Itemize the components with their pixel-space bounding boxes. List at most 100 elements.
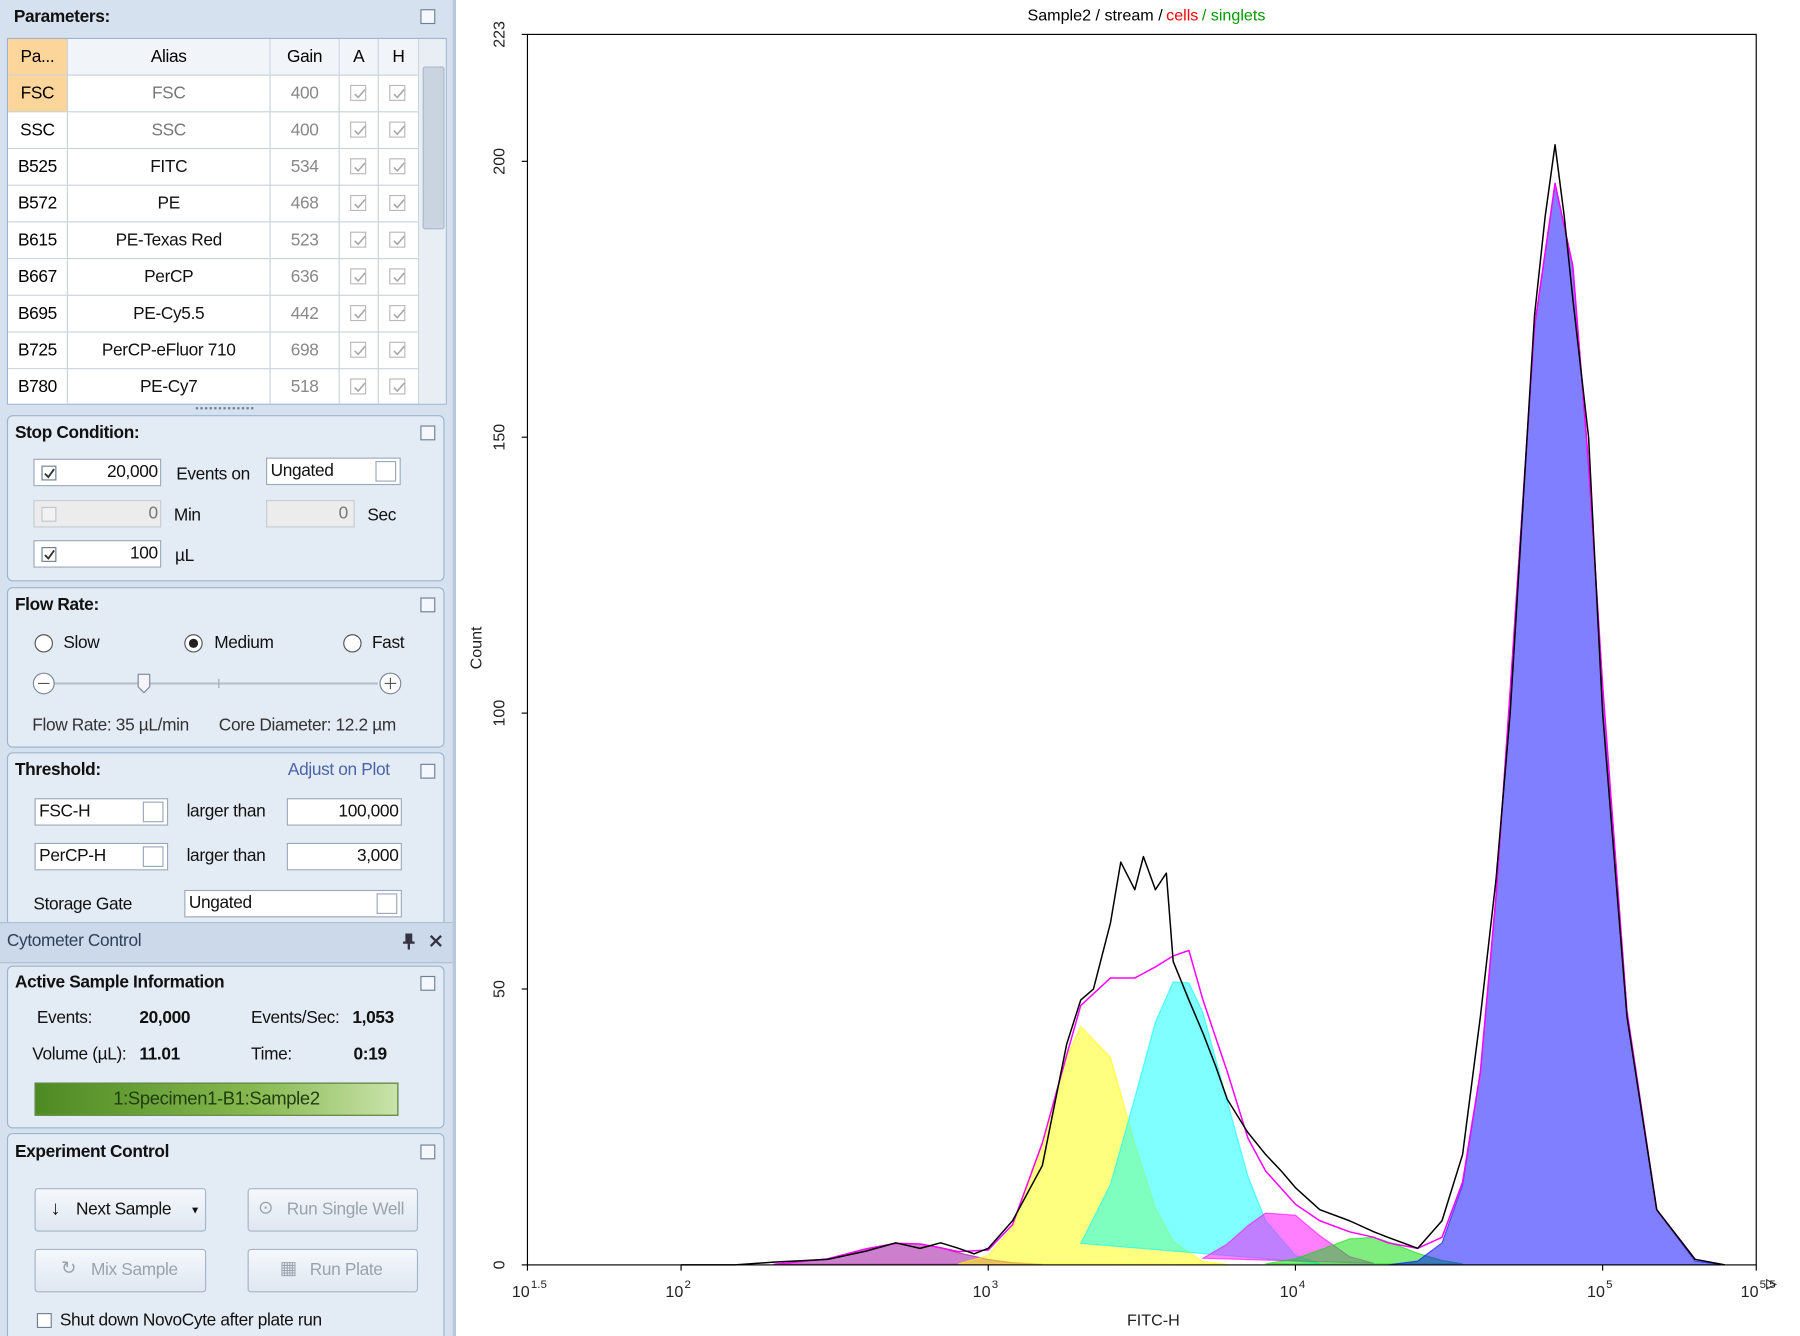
dock-icons[interactable] — [398, 931, 449, 952]
dropdown-arrow[interactable] — [375, 461, 397, 482]
gain-cell[interactable]: 523 — [270, 222, 340, 260]
checkbox[interactable] — [350, 268, 367, 285]
check-cell[interactable] — [339, 222, 379, 260]
param-cell[interactable]: B780 — [8, 369, 68, 404]
gain-cell[interactable]: 442 — [270, 295, 340, 333]
radio-button[interactable] — [343, 634, 362, 653]
param-cell[interactable]: B615 — [8, 222, 68, 260]
checkbox[interactable] — [36, 1313, 52, 1328]
column-header[interactable]: H — [378, 38, 420, 76]
alias-cell[interactable]: PE-Texas Red — [67, 222, 271, 260]
column-header[interactable]: Pa... — [8, 38, 68, 76]
check-cell[interactable] — [339, 259, 379, 296]
gain-cell[interactable]: 636 — [270, 259, 340, 296]
mix-sample-button[interactable] — [34, 1248, 207, 1293]
alias-cell[interactable]: PerCP-eFluor 710 — [67, 332, 271, 370]
dropdown-arrow[interactable] — [142, 846, 164, 867]
gain-cell[interactable]: 400 — [270, 75, 340, 113]
checkbox[interactable] — [350, 84, 367, 101]
column-header[interactable]: A — [339, 38, 379, 76]
checkbox[interactable] — [389, 158, 406, 175]
adjust-link[interactable]: Adjust on Plot — [287, 760, 390, 780]
check-cell[interactable] — [378, 112, 420, 150]
gain-cell[interactable]: 468 — [270, 185, 340, 223]
volume-input[interactable] — [33, 540, 162, 568]
alias-cell[interactable]: FSC — [67, 75, 271, 113]
param-cell[interactable]: B572 — [8, 185, 68, 223]
collapse-button[interactable] — [420, 1144, 436, 1160]
check-cell[interactable] — [378, 75, 420, 113]
checkbox[interactable] — [41, 506, 57, 522]
param-cell[interactable]: B525 — [8, 149, 68, 186]
checkbox[interactable] — [389, 268, 406, 285]
checkbox[interactable] — [350, 121, 367, 138]
checkbox[interactable] — [350, 305, 367, 322]
corner-icon[interactable] — [1766, 1278, 1778, 1290]
check-cell[interactable] — [379, 369, 420, 404]
check-cell[interactable] — [339, 75, 379, 113]
param-cell[interactable]: B725 — [8, 332, 68, 370]
checkbox[interactable] — [350, 341, 367, 358]
param-cell[interactable]: FSC — [8, 75, 68, 113]
checkbox[interactable] — [350, 231, 367, 248]
gain-cell[interactable]: 698 — [270, 332, 340, 370]
scrollbar[interactable] — [419, 38, 446, 404]
alias-cell[interactable]: PerCP — [67, 259, 271, 296]
column-header[interactable]: Gain — [270, 38, 340, 76]
column-header[interactable]: Alias — [67, 38, 271, 76]
dropdown-arrow[interactable] — [376, 893, 398, 914]
next-sample-button[interactable] — [34, 1188, 207, 1232]
sec-input[interactable] — [266, 499, 355, 528]
threshold-input[interactable] — [286, 798, 402, 826]
check-cell[interactable] — [378, 332, 420, 370]
check-cell[interactable] — [339, 112, 379, 150]
run-single-well-button[interactable] — [247, 1188, 419, 1232]
check-cell[interactable] — [378, 222, 420, 260]
alias-cell[interactable]: PE-Cy5.5 — [67, 295, 271, 333]
collapse-button[interactable] — [420, 975, 436, 991]
gain-cell[interactable]: 400 — [270, 112, 340, 150]
param-cell[interactable]: SSC — [8, 112, 68, 150]
checkbox[interactable] — [389, 194, 406, 212]
check-cell[interactable] — [339, 295, 379, 333]
gain-cell[interactable]: 534 — [270, 149, 340, 186]
check-cell[interactable] — [378, 295, 420, 333]
alias-cell[interactable]: PE — [67, 185, 271, 223]
collapse-button[interactable] — [420, 597, 436, 613]
radio-button[interactable] — [184, 634, 203, 653]
dropdown-arrow[interactable] — [142, 801, 164, 823]
param-cell[interactable]: B667 — [8, 259, 68, 296]
alias-cell[interactable]: SSC — [67, 112, 271, 150]
check-cell[interactable] — [339, 149, 379, 186]
check-cell[interactable] — [378, 259, 420, 296]
checkbox[interactable] — [389, 341, 406, 358]
run-plate-button[interactable] — [247, 1248, 419, 1293]
checkbox[interactable] — [41, 547, 57, 562]
collapse-button[interactable] — [420, 9, 436, 25]
param-cell[interactable]: B695 — [8, 295, 68, 333]
radio-button[interactable] — [34, 634, 53, 653]
checkbox[interactable] — [389, 84, 406, 101]
checkbox[interactable] — [389, 231, 406, 248]
checkbox[interactable] — [41, 465, 57, 481]
check-cell[interactable] — [339, 332, 379, 370]
checkbox[interactable] — [350, 378, 367, 395]
alias-cell[interactable]: PE-Cy7 — [68, 369, 271, 404]
checkbox[interactable] — [389, 378, 406, 395]
flow-slider[interactable] — [30, 670, 410, 700]
splitter[interactable] — [195, 407, 254, 414]
collapse-button[interactable] — [420, 425, 436, 441]
checkbox[interactable] — [389, 121, 406, 138]
gain-cell[interactable]: 518 — [271, 369, 340, 404]
threshold-input[interactable] — [286, 842, 402, 871]
scroll-thumb[interactable] — [422, 66, 445, 230]
storage-dropdown[interactable] — [184, 889, 402, 918]
check-cell[interactable] — [340, 369, 379, 404]
collapse-button[interactable] — [420, 763, 436, 779]
alias-cell[interactable]: FITC — [67, 149, 271, 186]
checkbox[interactable] — [350, 194, 367, 212]
checkbox[interactable] — [389, 305, 406, 322]
check-cell[interactable] — [378, 149, 420, 186]
checkbox[interactable] — [350, 158, 367, 175]
check-cell[interactable] — [339, 185, 379, 223]
